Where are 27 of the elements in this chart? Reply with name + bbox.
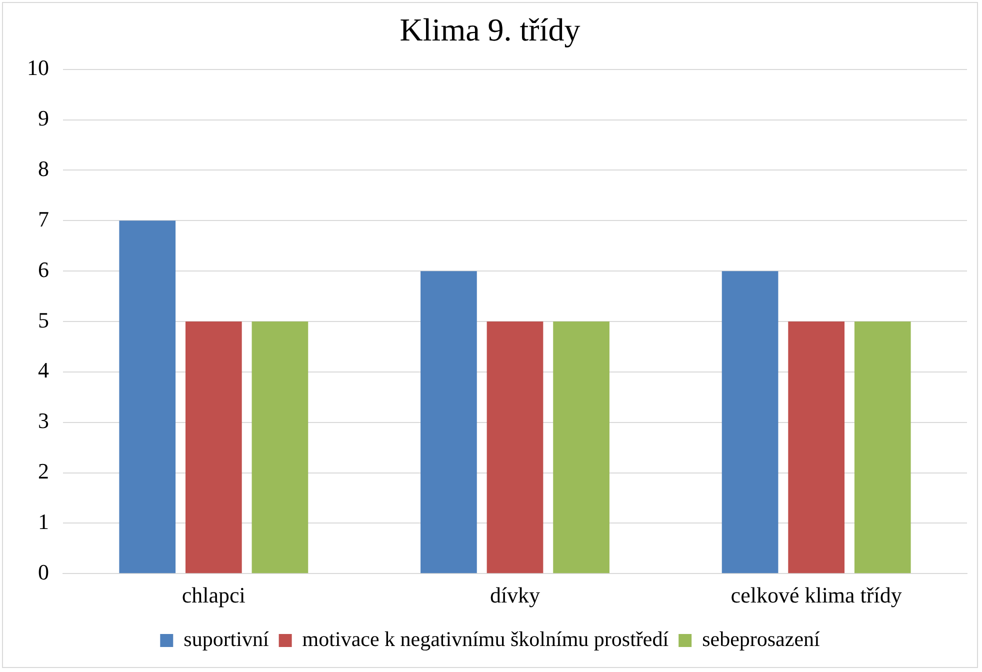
y-tick-label: 0 [38, 559, 49, 584]
bar [722, 271, 778, 574]
x-tick-label: dívky [490, 582, 540, 608]
bar [252, 322, 308, 574]
x-tick-label: celkové klima třídy [730, 582, 902, 608]
y-tick-label: 8 [38, 156, 49, 182]
y-tick-label: 5 [38, 307, 49, 332]
bar [553, 322, 610, 574]
chart-title: Klima 9. třídy [400, 12, 580, 48]
y-tick-label: 6 [38, 256, 49, 282]
legend-label: sebeprosazení [702, 627, 820, 652]
y-tick-label: 10 [27, 55, 49, 80]
bar [854, 322, 911, 574]
y-tick-label: 2 [38, 458, 49, 484]
x-tick-label: chlapci [182, 582, 246, 608]
y-tick-label: 1 [38, 508, 49, 534]
y-tick-label: 3 [38, 408, 49, 434]
legend-label: motivace k negativnímu školnímu prostředí [302, 627, 669, 652]
bar [185, 322, 242, 574]
bar [486, 322, 544, 574]
legend-label: suportivní [184, 627, 269, 652]
bar [788, 322, 845, 574]
bar [119, 220, 176, 574]
y-tick-label: 9 [38, 106, 49, 131]
y-tick-label: 7 [38, 206, 49, 232]
bar [420, 271, 477, 574]
y-tick-label: 4 [38, 358, 49, 383]
